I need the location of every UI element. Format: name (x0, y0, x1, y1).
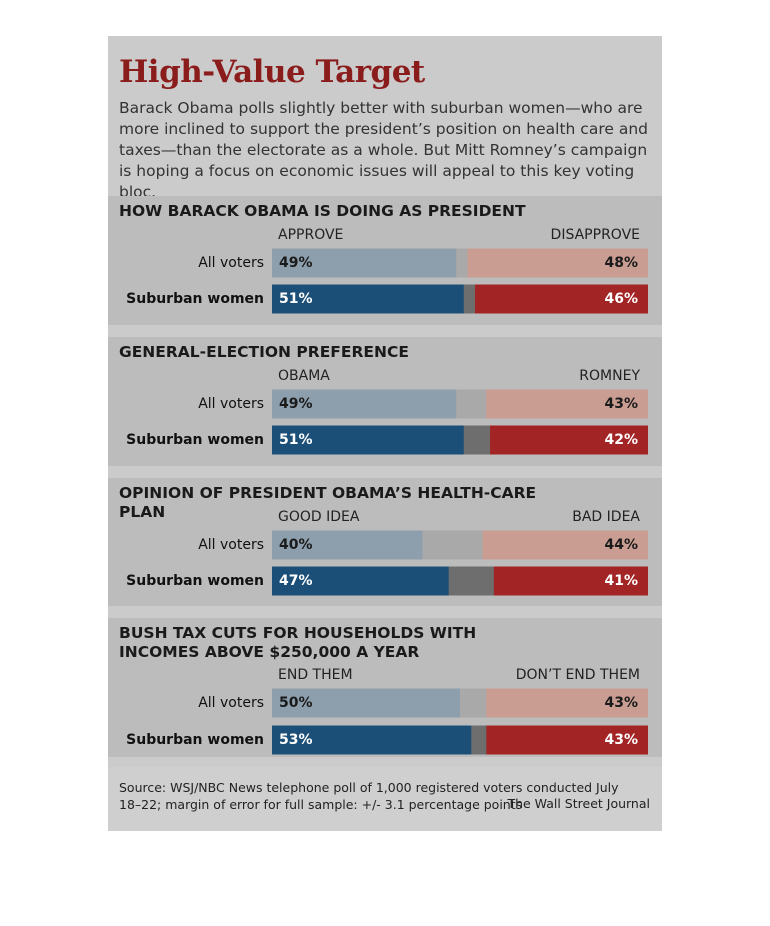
bar-left (272, 425, 464, 455)
chart-title: OPINION OF PRESIDENT OBAMA’S HEALTH-CARE… (119, 484, 537, 521)
chart-title: HOW BARACK OBAMA IS DOING AS PRESIDENT (119, 202, 526, 220)
value-label: 43% (604, 396, 638, 412)
chart-section: END THEM DON’T END THEM All voters 50% 43% Su… (108, 618, 662, 757)
bar-left (272, 389, 457, 419)
value-label: 51% (279, 291, 313, 307)
column-label: DON’T END THEM (516, 667, 640, 683)
chart: END THEM DON’T END THEM All voters 50% 43% Su… (126, 667, 648, 755)
column-label: BAD IDEA (572, 509, 640, 525)
chart-section: APPROVE DISAPPROVE All voters 49% 48% Suburba… (108, 196, 662, 325)
bar-left (272, 284, 464, 314)
value-label: 42% (604, 432, 638, 448)
value-label: 51% (279, 432, 313, 448)
chart: GOOD IDEA BAD IDEA All voters 40% 44% Suburba… (126, 509, 648, 596)
row-label: Suburban women (126, 432, 264, 448)
bar-right (493, 566, 648, 596)
description: Barack Obama polls slightly better with … (119, 99, 648, 201)
value-label: 50% (279, 695, 313, 711)
bar-right (482, 530, 648, 560)
value-label: 53% (279, 732, 313, 748)
row-label: All voters (198, 537, 264, 553)
value-label: 43% (604, 695, 638, 711)
value-label: 44% (604, 537, 638, 553)
bar-left (272, 725, 472, 755)
column-label: ROMNEY (579, 368, 640, 384)
column-label: GOOD IDEA (278, 509, 360, 525)
row-label: Suburban women (126, 573, 264, 589)
panel: High-Value Target Barack Obama polls sli… (108, 36, 662, 831)
chart-section: GOOD IDEA BAD IDEA All voters 40% 44% Suburba… (108, 478, 662, 606)
bar-right (486, 389, 648, 419)
bar-left (272, 248, 457, 278)
row-label: All voters (198, 695, 264, 711)
chart: OBAMA ROMNEY All voters 49% 43% Suburban wome… (126, 368, 648, 455)
bar-left (272, 530, 423, 560)
value-label: 46% (604, 291, 638, 307)
credit: The Wall Street Journal (507, 796, 650, 811)
value-label: 40% (279, 537, 313, 553)
chart-section: OBAMA ROMNEY All voters 49% 43% Suburban wome… (108, 337, 662, 466)
row-label: Suburban women (126, 291, 264, 307)
bar-right (467, 248, 648, 278)
chart-title: GENERAL-ELECTION PREFERENCE (119, 343, 409, 361)
column-label: END THEM (278, 667, 353, 683)
row-label: All voters (198, 255, 264, 271)
row-label: Suburban women (126, 732, 264, 748)
value-label: 47% (279, 573, 313, 589)
bar-left (272, 566, 449, 596)
chart: APPROVE DISAPPROVE All voters 49% 48% Suburba… (126, 227, 648, 314)
bar-right (490, 425, 648, 455)
value-label: 43% (604, 732, 638, 748)
value-label: 49% (279, 396, 313, 412)
bar-left (272, 688, 460, 718)
value-label: 41% (604, 573, 638, 589)
chart-title: BUSH TAX CUTS FOR HOUSEHOLDS WITH INCOME… (119, 624, 477, 661)
bar-right (486, 725, 648, 755)
title: High-Value Target (119, 54, 425, 90)
bar-right (475, 284, 648, 314)
column-label: APPROVE (278, 227, 343, 243)
row-label: All voters (198, 396, 264, 412)
column-label: DISAPPROVE (551, 227, 640, 243)
value-label: 49% (279, 255, 313, 271)
value-label: 48% (604, 255, 638, 271)
column-label: OBAMA (278, 368, 330, 384)
footer: Source: WSJ/NBC News telephone poll of 1… (108, 767, 662, 831)
source: Source: WSJ/NBC News telephone poll of 1… (119, 780, 619, 812)
bar-right (486, 688, 648, 718)
